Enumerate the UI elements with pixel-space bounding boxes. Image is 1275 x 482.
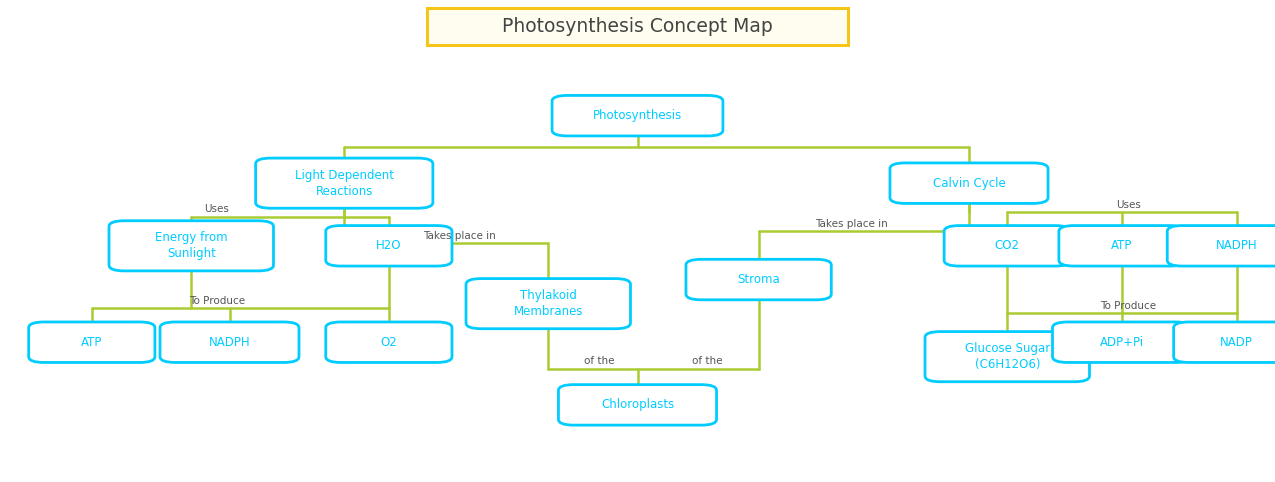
Text: O2: O2 <box>380 336 398 348</box>
Text: H2O: H2O <box>376 240 402 252</box>
FancyBboxPatch shape <box>427 9 848 45</box>
Text: Photosynthesis: Photosynthesis <box>593 109 682 122</box>
FancyBboxPatch shape <box>255 158 432 208</box>
Text: Calvin Cycle: Calvin Cycle <box>932 177 1006 189</box>
Text: Glucose Sugar
(C6H12O6): Glucose Sugar (C6H12O6) <box>965 342 1049 371</box>
Text: of the: of the <box>692 356 723 366</box>
Text: Takes place in: Takes place in <box>422 231 496 241</box>
FancyBboxPatch shape <box>159 322 298 362</box>
Text: To Produce: To Produce <box>1100 301 1156 311</box>
FancyBboxPatch shape <box>1168 226 1275 266</box>
Text: NADPH: NADPH <box>209 336 250 348</box>
Text: Takes place in: Takes place in <box>815 219 887 229</box>
Text: Light Dependent
Reactions: Light Dependent Reactions <box>295 169 394 198</box>
FancyBboxPatch shape <box>326 226 453 266</box>
FancyBboxPatch shape <box>558 385 717 425</box>
Text: Thylakoid
Membranes: Thylakoid Membranes <box>514 289 583 318</box>
FancyBboxPatch shape <box>467 279 630 329</box>
FancyBboxPatch shape <box>686 259 831 300</box>
Text: NADP: NADP <box>1220 336 1253 348</box>
FancyBboxPatch shape <box>1058 226 1184 266</box>
FancyBboxPatch shape <box>1053 322 1191 362</box>
FancyBboxPatch shape <box>944 226 1070 266</box>
Text: ADP+Pi: ADP+Pi <box>1100 336 1144 348</box>
Text: ATP: ATP <box>82 336 102 348</box>
Text: CO2: CO2 <box>994 240 1020 252</box>
Text: of the: of the <box>584 356 615 366</box>
Text: Uses: Uses <box>1116 200 1141 210</box>
FancyBboxPatch shape <box>108 221 273 271</box>
Text: Stroma: Stroma <box>737 273 780 286</box>
Text: Energy from
Sunlight: Energy from Sunlight <box>156 231 227 260</box>
FancyBboxPatch shape <box>926 332 1089 382</box>
Text: Chloroplasts: Chloroplasts <box>601 399 674 411</box>
Text: To Produce: To Produce <box>189 296 245 306</box>
Text: Photosynthesis Concept Map: Photosynthesis Concept Map <box>502 17 773 36</box>
Text: Uses: Uses <box>204 204 230 214</box>
Text: ATP: ATP <box>1112 240 1132 252</box>
FancyBboxPatch shape <box>28 322 156 362</box>
FancyBboxPatch shape <box>1173 322 1275 362</box>
FancyBboxPatch shape <box>552 95 723 136</box>
FancyBboxPatch shape <box>326 322 453 362</box>
Text: NADPH: NADPH <box>1216 240 1257 252</box>
FancyBboxPatch shape <box>890 163 1048 203</box>
